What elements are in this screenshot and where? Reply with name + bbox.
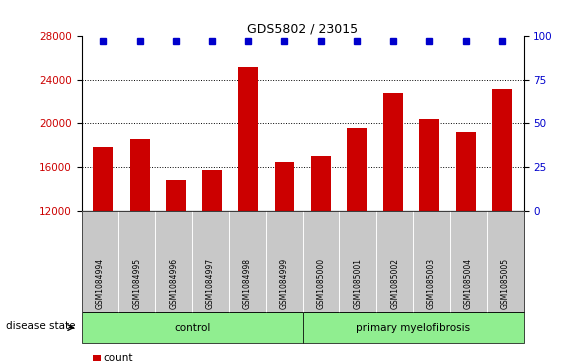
Bar (238, 67, 258, 211)
Text: disease state: disease state (6, 321, 75, 331)
Text: GSM1085004: GSM1085004 (464, 257, 473, 309)
Bar (383, 93, 403, 211)
Bar (492, 89, 512, 211)
Text: GSM1084996: GSM1084996 (169, 257, 178, 309)
Text: primary myelofibrosis: primary myelofibrosis (356, 323, 470, 333)
Text: GSM1085003: GSM1085003 (427, 257, 436, 309)
Text: GSM1084998: GSM1084998 (243, 258, 252, 309)
Bar (93, 147, 113, 211)
Text: GSM1085005: GSM1085005 (501, 257, 510, 309)
Text: count: count (103, 352, 132, 363)
Bar (419, 119, 439, 211)
Bar (311, 156, 330, 211)
Text: GSM1085001: GSM1085001 (354, 258, 363, 309)
Text: GSM1084999: GSM1084999 (280, 257, 289, 309)
Bar (347, 128, 367, 211)
Text: GSM1085002: GSM1085002 (390, 258, 399, 309)
Bar (202, 170, 222, 211)
Text: GSM1085000: GSM1085000 (316, 257, 325, 309)
Bar (455, 132, 476, 211)
Text: GSM1084995: GSM1084995 (132, 257, 141, 309)
Text: GSM1084997: GSM1084997 (206, 257, 215, 309)
Text: control: control (174, 323, 211, 333)
Title: GDS5802 / 23015: GDS5802 / 23015 (247, 22, 358, 35)
Bar (275, 162, 294, 211)
Bar (166, 180, 186, 211)
Text: GSM1084994: GSM1084994 (96, 257, 105, 309)
Bar (129, 139, 150, 211)
